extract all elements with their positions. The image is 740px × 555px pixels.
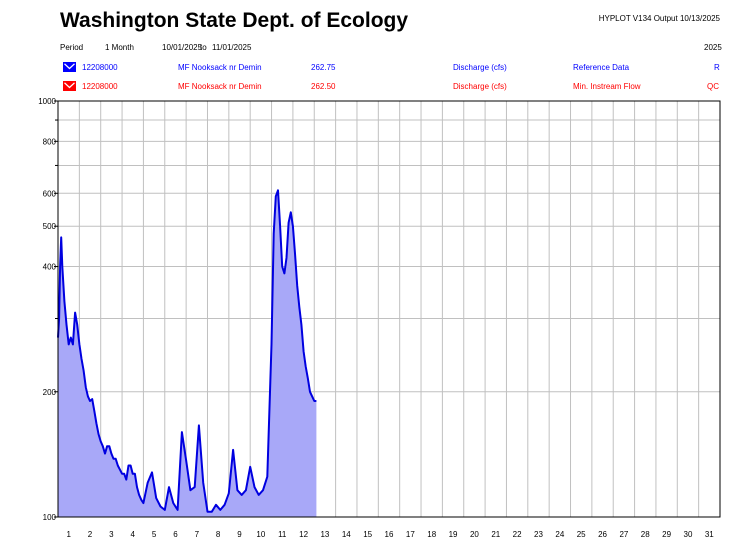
x-tick-label: 13 xyxy=(320,530,329,539)
x-tick-label: 4 xyxy=(131,530,136,539)
x-tick-label: 29 xyxy=(662,530,671,539)
y-tick-label: 100 xyxy=(43,513,57,522)
x-tick-label: 18 xyxy=(427,530,436,539)
period-duration: 1 Month xyxy=(105,43,134,52)
y-tick-label: 600 xyxy=(43,189,57,198)
period-start: 10/01/2025 xyxy=(162,43,203,52)
series-code: QC xyxy=(707,82,719,91)
x-tick-label: 30 xyxy=(684,530,693,539)
x-tick-label: 1 xyxy=(66,530,71,539)
series-row-instream[interactable]: 12208000 MF Nooksack nr Demin 262.50 Dis… xyxy=(0,80,740,94)
x-tick-label: 21 xyxy=(491,530,500,539)
series-data-type: Min. Instream Flow xyxy=(573,82,641,91)
x-tick-label: 5 xyxy=(152,530,157,539)
x-tick-label: 26 xyxy=(598,530,607,539)
y-tick-label: 1000 xyxy=(38,97,56,106)
x-tick-label: 22 xyxy=(513,530,522,539)
x-tick-label: 24 xyxy=(555,530,564,539)
page-title: Washington State Dept. of Ecology xyxy=(60,9,409,32)
x-tick-label: 25 xyxy=(577,530,586,539)
period-year: 2025 xyxy=(704,43,722,52)
x-tick-label: 6 xyxy=(173,530,178,539)
x-tick-label: 8 xyxy=(216,530,221,539)
mail-icon xyxy=(63,81,76,91)
period-label: Period xyxy=(60,43,84,52)
series-line xyxy=(57,189,317,513)
x-tick-label: 31 xyxy=(705,530,714,539)
series-value: 262.75 xyxy=(311,63,336,72)
y-tick-label: 400 xyxy=(43,263,57,272)
y-tick-label: 200 xyxy=(43,388,57,397)
x-tick-label: 15 xyxy=(363,530,372,539)
x-tick-label: 9 xyxy=(237,530,242,539)
plot-frame xyxy=(57,100,721,518)
x-tick-label: 23 xyxy=(534,530,543,539)
x-tick-label: 19 xyxy=(449,530,458,539)
x-tick-label: 10 xyxy=(256,530,265,539)
y-tick-label: 500 xyxy=(43,222,57,231)
period-end: 11/01/2025 xyxy=(212,43,252,52)
series-value: 262.50 xyxy=(311,82,336,91)
x-tick-label: 7 xyxy=(195,530,200,539)
x-tick-label: 2 xyxy=(88,530,93,539)
x-tick-label: 17 xyxy=(406,530,415,539)
x-tick-label: 11 xyxy=(278,530,287,539)
series-area xyxy=(58,190,317,518)
x-tick-label: 14 xyxy=(342,530,351,539)
series-site: MF Nooksack nr Demin xyxy=(178,82,262,91)
x-tick-label: 27 xyxy=(619,530,628,539)
y-tick-label: 800 xyxy=(43,137,57,146)
series-station: 12208000 xyxy=(82,63,118,72)
x-tick-label: 28 xyxy=(641,530,650,539)
series-parameter: Discharge (cfs) xyxy=(453,63,507,72)
series-parameter: Discharge (cfs) xyxy=(453,82,507,91)
x-tick-label: 3 xyxy=(109,530,114,539)
series-site: MF Nooksack nr Demin xyxy=(178,63,262,72)
series-station: 12208000 xyxy=(82,82,118,91)
output-info: HYPLOT V134 Output 10/13/2025 xyxy=(598,14,720,23)
period-to: to xyxy=(200,43,207,52)
x-tick-label: 12 xyxy=(299,530,308,539)
series-row-reference[interactable]: 12208000 MF Nooksack nr Demin 262.75 Dis… xyxy=(0,61,740,75)
period-row: Period 1 Month 10/01/2025 to 11/01/2025 … xyxy=(0,43,740,55)
series-data-type: Reference Data xyxy=(573,63,630,72)
mail-icon xyxy=(63,62,76,72)
x-tick-label: 20 xyxy=(470,530,479,539)
series-code: R xyxy=(714,63,720,72)
x-tick-label: 16 xyxy=(385,530,394,539)
